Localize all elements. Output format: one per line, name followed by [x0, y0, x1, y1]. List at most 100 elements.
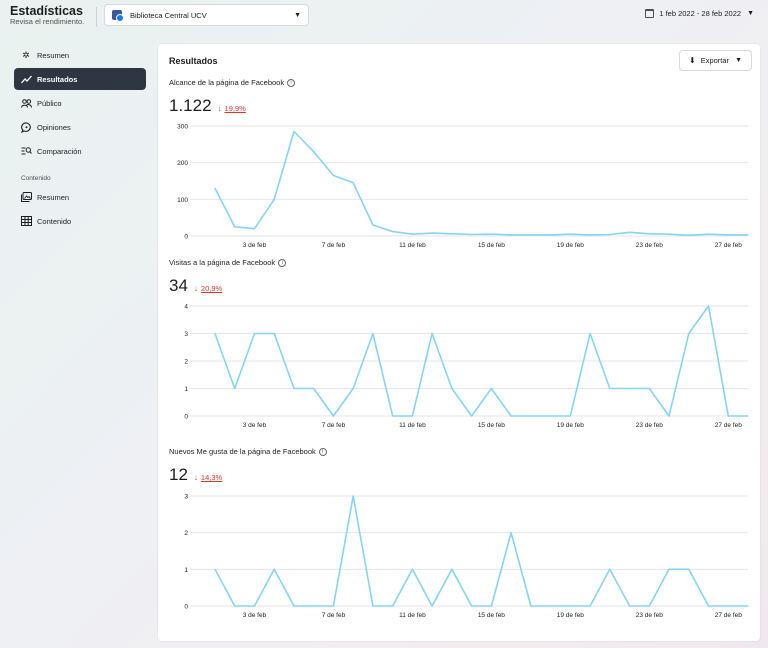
data-point	[471, 233, 473, 236]
data-point	[510, 234, 512, 236]
sidebar-section-label: Contenido	[21, 175, 51, 182]
y-tick-label: 0	[184, 604, 188, 611]
sidebar: ✲ Resumen Resultados Público Opiniones C…	[14, 44, 146, 234]
page-selector[interactable]: Biblioteca Central UCV ▼	[104, 4, 309, 26]
sidebar-item-label: Resumen	[37, 50, 70, 60]
metric-title-text: Visitas a la página de Facebook	[169, 258, 276, 267]
x-tick-label: 11 de feb	[399, 242, 426, 249]
data-point	[648, 387, 650, 390]
x-tick-label: 3 de feb	[243, 242, 267, 249]
data-point	[253, 332, 256, 335]
data-point	[530, 605, 532, 607]
data-point	[392, 605, 394, 607]
data-point	[332, 174, 335, 177]
sidebar-item-contenido-resumen[interactable]: Resumen	[14, 186, 146, 208]
delta-badge: ↓ 14,3%	[194, 473, 222, 482]
sidebar-item-contenido[interactable]: Contenido	[14, 210, 146, 232]
likes-line-chart: 0 1 2 3 3 de feb 7 de feb 11 de feb 15 de feb 19…	[184, 494, 749, 619]
x-tick-label: 3 de feb	[243, 422, 267, 429]
series-line	[214, 305, 748, 417]
sidebar-item-label: Contenido	[37, 216, 72, 226]
data-point	[668, 568, 670, 570]
date-range-picker[interactable]: 1 feb 2022 - 28 feb 2022 ▼	[645, 9, 754, 18]
data-point	[727, 415, 729, 417]
metric-title-reach: Alcance de la página de Facebook i	[169, 78, 296, 87]
y-tick-label: 100	[177, 197, 188, 204]
data-point	[214, 332, 216, 335]
chart-gridlines	[190, 495, 748, 607]
chevron-down-icon: ▼	[294, 11, 301, 19]
table-icon	[20, 215, 32, 227]
x-tick-label: 3 de feb	[243, 612, 267, 619]
data-point	[234, 226, 236, 228]
y-tick-label: 1	[184, 386, 188, 393]
series-line	[214, 130, 748, 237]
data-point	[234, 387, 236, 390]
data-point	[490, 605, 492, 607]
data-point	[707, 233, 710, 235]
sidebar-item-label: Resultados	[37, 74, 78, 84]
sidebar-item-resultados[interactable]: Resultados	[14, 68, 146, 90]
data-point	[431, 332, 433, 335]
x-tick-label: 27 de feb	[715, 422, 742, 429]
data-point	[628, 605, 631, 607]
metric-value-number: 1.122	[169, 96, 212, 115]
info-icon[interactable]: i	[318, 447, 327, 456]
y-tick-label: 300	[177, 124, 188, 131]
data-point	[727, 234, 729, 236]
data-point	[471, 605, 473, 607]
metric-title-likes: Nuevos Me gusta de la página de Facebook…	[169, 447, 327, 456]
data-point	[253, 605, 256, 607]
data-point	[451, 568, 453, 570]
chevron-down-icon: ▼	[735, 57, 742, 64]
data-point	[707, 305, 710, 307]
data-point	[628, 387, 631, 390]
x-tick-label: 15 de feb	[478, 242, 505, 249]
data-point	[273, 198, 275, 200]
data-point	[332, 605, 335, 607]
data-point	[293, 387, 295, 390]
data-point	[747, 234, 749, 236]
chart-gridlines	[190, 125, 748, 237]
data-point	[214, 187, 216, 189]
data-point	[313, 387, 315, 390]
data-point	[688, 568, 690, 570]
compare-icon	[20, 145, 32, 157]
data-point	[313, 605, 315, 607]
data-point	[648, 605, 650, 607]
data-point	[668, 415, 670, 417]
reach-line-chart: 0 100 200 300 3 de feb 7 de feb 11 de feb 15 de…	[177, 124, 749, 249]
data-point	[727, 605, 729, 607]
data-point	[648, 233, 650, 235]
x-tick-label: 15 de feb	[478, 422, 505, 429]
x-tick-label: 7 de feb	[322, 422, 346, 429]
data-point	[628, 231, 631, 233]
delta-percent: 20,9%	[200, 284, 223, 293]
photos-icon	[20, 191, 32, 203]
sidebar-item-comparacion[interactable]: Comparación	[14, 140, 146, 162]
x-tick-label: 19 de feb	[557, 612, 584, 619]
metric-value-reach: 1.122 ↓ 19,9%	[169, 96, 246, 116]
data-point	[352, 387, 354, 390]
x-tick-label: 15 de feb	[478, 612, 505, 619]
info-icon[interactable]: i	[278, 258, 287, 267]
results-card: Resultados ⬇ Exportar ▼ Alcance de la pá…	[158, 44, 760, 641]
data-point	[609, 233, 611, 236]
facebook-page-icon	[112, 10, 124, 22]
delta-percent: 14,3%	[200, 473, 223, 482]
sidebar-item-publico[interactable]: Público	[14, 92, 146, 114]
sidebar-item-label: Comparación	[37, 146, 82, 156]
y-tick-label: 3	[184, 494, 188, 501]
export-button[interactable]: ⬇ Exportar ▼	[679, 50, 752, 71]
data-point	[549, 415, 552, 417]
info-icon[interactable]: i	[287, 78, 296, 87]
chart-gridlines	[190, 305, 748, 417]
data-point	[392, 415, 394, 417]
export-button-label: Exportar	[700, 56, 730, 65]
data-point	[549, 234, 552, 236]
data-point	[431, 232, 433, 234]
sidebar-item-resumen[interactable]: ✲ Resumen	[14, 44, 146, 66]
data-point	[293, 605, 295, 607]
x-tick-label: 7 de feb	[322, 242, 346, 249]
sidebar-item-opiniones[interactable]: Opiniones	[14, 116, 146, 138]
